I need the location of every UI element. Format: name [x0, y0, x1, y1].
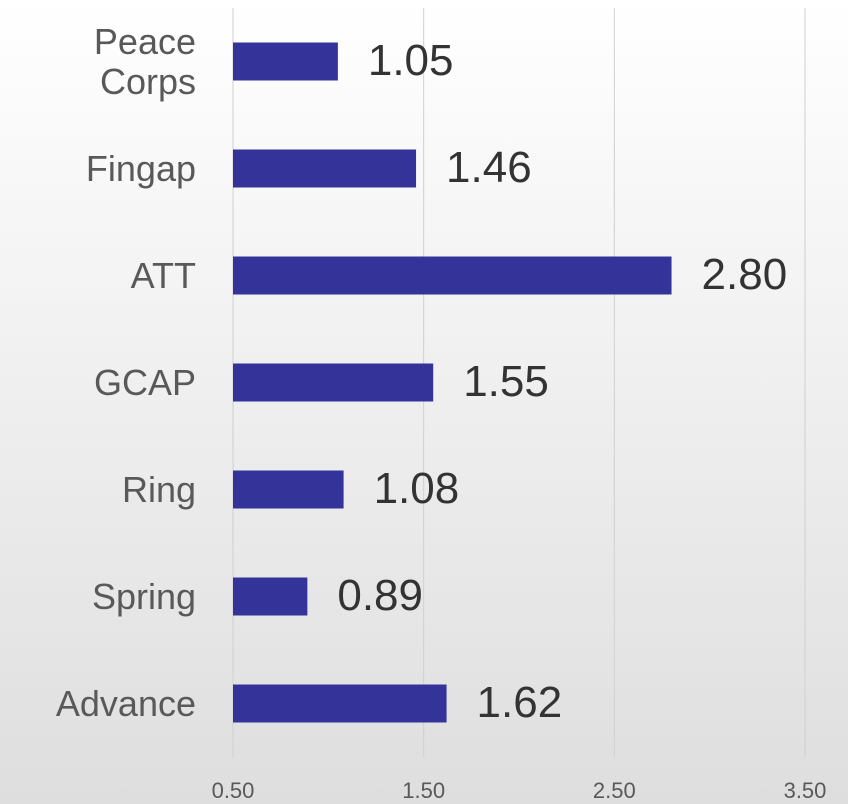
y-tick-label: Peace Corps: [93, 20, 196, 102]
y-tick-label: ATT: [130, 254, 196, 296]
value-label: 0.89: [337, 571, 423, 620]
value-label: 1.62: [477, 678, 563, 727]
y-tick-label: Spring: [91, 575, 196, 617]
value-label: 1.46: [446, 143, 532, 192]
x-tick-label: 0.50: [212, 778, 255, 803]
x-tick-label: 3.50: [784, 778, 827, 803]
value-label: 1.08: [374, 464, 460, 513]
bar: [233, 256, 672, 295]
bar: [233, 363, 434, 402]
bar: [233, 149, 417, 188]
x-tick-label: 1.50: [402, 778, 445, 803]
value-label: 2.80: [702, 250, 788, 299]
y-tick-label: Fingap: [85, 147, 196, 189]
y-tick-label: Advance: [55, 682, 196, 724]
x-tick-label: 2.50: [593, 778, 636, 803]
bar: [233, 577, 308, 616]
value-label: 1.55: [463, 357, 549, 406]
value-label: 1.05: [368, 36, 454, 85]
y-tick-label: Ring: [121, 468, 196, 510]
bar: [233, 470, 344, 509]
y-tick-label: GCAP: [93, 361, 196, 403]
bar: [233, 42, 338, 81]
bar: [233, 684, 447, 723]
